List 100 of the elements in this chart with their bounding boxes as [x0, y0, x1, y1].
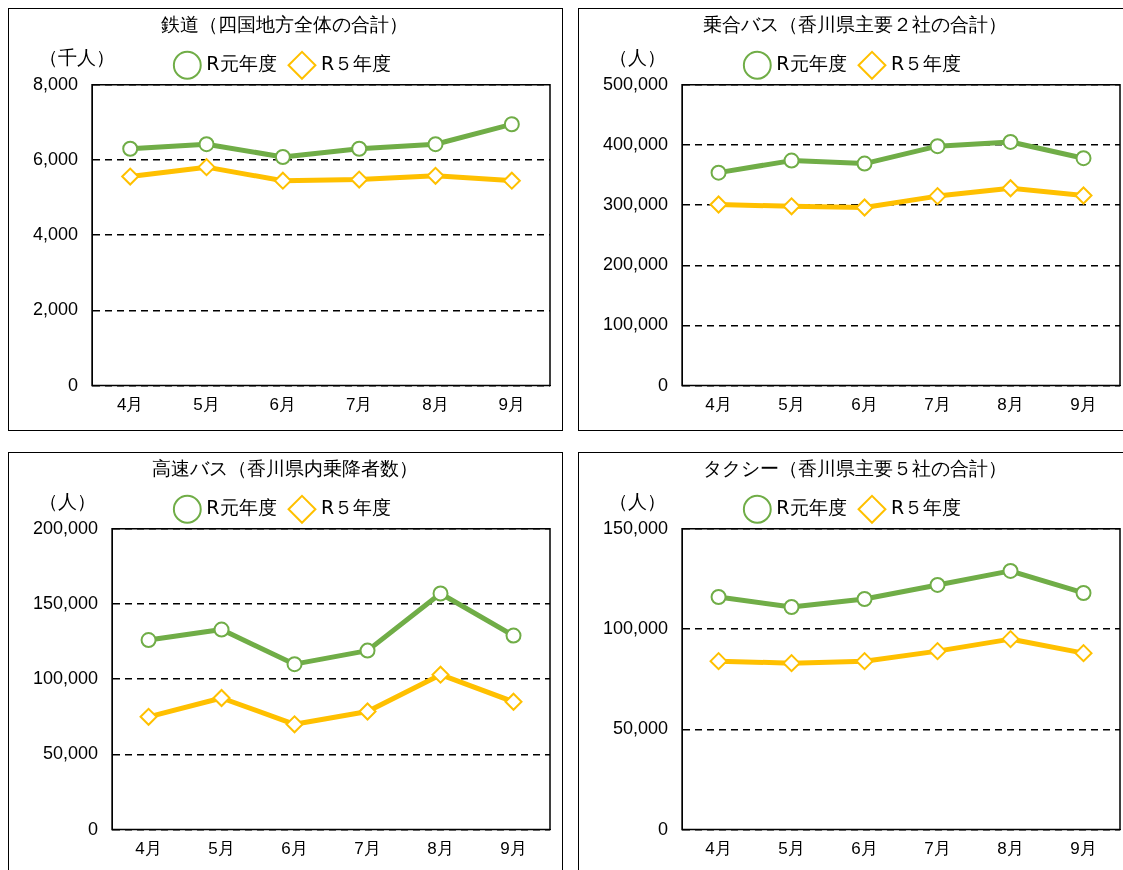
x-tick-label: 5月	[778, 395, 805, 415]
x-tick-label: 9月	[1070, 395, 1097, 415]
point	[139, 707, 158, 726]
y-tick-label: 0	[658, 374, 669, 395]
x-tick-label: 6月	[851, 395, 878, 415]
point	[929, 576, 946, 593]
point	[212, 689, 231, 707]
x-tick-label: 7月	[924, 839, 951, 859]
point	[1075, 584, 1092, 601]
legend-label: R元年度	[776, 496, 847, 519]
point	[710, 588, 727, 605]
point	[856, 155, 873, 172]
legend-label: R元年度	[206, 496, 277, 519]
y-tick-label: 0	[68, 374, 79, 395]
point	[1001, 179, 1020, 198]
point	[855, 652, 874, 671]
point	[1074, 644, 1093, 663]
legend-label: R５年度	[321, 52, 392, 75]
x-tick-label: 7月	[924, 395, 951, 415]
point	[1075, 150, 1092, 167]
y-tick-label: 4,000	[33, 224, 79, 245]
y-tick-label: 200,000	[32, 517, 99, 538]
point	[431, 665, 450, 684]
y-tick-label: 500,000	[602, 73, 669, 94]
y-tick-label: 2,000	[33, 299, 79, 320]
point	[274, 148, 291, 165]
y-axis-title: （人）	[39, 489, 96, 514]
y-tick-label: 100,000	[602, 618, 669, 639]
point	[709, 652, 728, 671]
x-tick-label: 9月	[500, 839, 527, 859]
y-tick-label: 150,000	[602, 517, 669, 538]
point	[427, 136, 444, 153]
legend-label: R５年度	[891, 496, 962, 519]
legend-label: R５年度	[891, 52, 962, 75]
point	[121, 167, 140, 186]
legend-label: R元年度	[206, 52, 277, 75]
point	[504, 692, 523, 711]
point	[1002, 133, 1019, 150]
chart-title: タクシー（香川県主要５社の合計）	[702, 457, 1007, 480]
x-tick-label: 9月	[498, 395, 526, 415]
x-tick-label: 4月	[135, 839, 162, 859]
point	[928, 642, 947, 661]
point	[503, 116, 520, 133]
x-tick-label: 9月	[1070, 839, 1097, 859]
point	[1002, 562, 1019, 579]
point	[351, 140, 368, 157]
y-tick-label: 200,000	[602, 254, 669, 275]
legend-label: R元年度	[776, 52, 847, 75]
point	[782, 654, 801, 673]
point	[855, 198, 874, 217]
x-tick-label: 5月	[208, 839, 235, 859]
point	[140, 632, 157, 649]
point	[1074, 186, 1093, 205]
y-tick-label: 150,000	[32, 592, 99, 613]
y-tick-label: 400,000	[602, 133, 669, 154]
x-tick-label: 5月	[193, 395, 220, 415]
x-tick-label: 4月	[116, 395, 144, 415]
y-tick-label: 300,000	[602, 194, 669, 215]
point	[273, 171, 292, 190]
point	[783, 599, 800, 616]
x-tick-label: 8月	[427, 839, 454, 859]
x-tick-label: 4月	[705, 395, 732, 415]
y-axis-title: （人）	[609, 45, 666, 70]
point	[709, 195, 728, 214]
x-tick-label: 5月	[778, 839, 805, 859]
point	[286, 656, 303, 673]
chart-title: 高速バス（香川県内乗降者数）	[151, 457, 418, 480]
point	[928, 187, 947, 206]
point	[426, 166, 445, 185]
y-tick-label: 50,000	[613, 718, 669, 739]
point	[783, 152, 800, 169]
point	[710, 164, 727, 181]
x-tick-label: 7月	[354, 839, 381, 859]
x-tick-label: 8月	[997, 395, 1024, 415]
y-tick-label: 100,000	[32, 668, 99, 689]
point	[782, 197, 801, 216]
point	[502, 171, 521, 190]
point	[197, 158, 216, 177]
x-tick-label: 6月	[269, 395, 297, 415]
point	[285, 715, 304, 734]
point	[1001, 630, 1020, 649]
point	[432, 585, 449, 602]
x-tick-label: 8月	[422, 395, 449, 415]
y-tick-label: 0	[658, 818, 669, 839]
y-axis-title: （人）	[609, 489, 666, 514]
y-tick-label: 6,000	[33, 148, 79, 169]
x-tick-label: 6月	[851, 839, 878, 859]
point	[358, 702, 377, 721]
point	[929, 138, 946, 155]
legend-label: R５年度	[321, 496, 392, 519]
x-tick-label: 8月	[997, 839, 1024, 859]
x-tick-label: 4月	[705, 839, 732, 859]
chart-title: 鉄道（四国地方全体の合計）	[161, 13, 408, 36]
y-tick-label: 50,000	[43, 743, 99, 764]
y-tick-label: 0	[88, 818, 99, 839]
y-tick-label: 8,000	[33, 73, 79, 94]
point	[122, 140, 139, 157]
point	[198, 136, 215, 153]
x-tick-label: 7月	[345, 395, 373, 415]
y-axis-title: （千人）	[39, 45, 115, 70]
